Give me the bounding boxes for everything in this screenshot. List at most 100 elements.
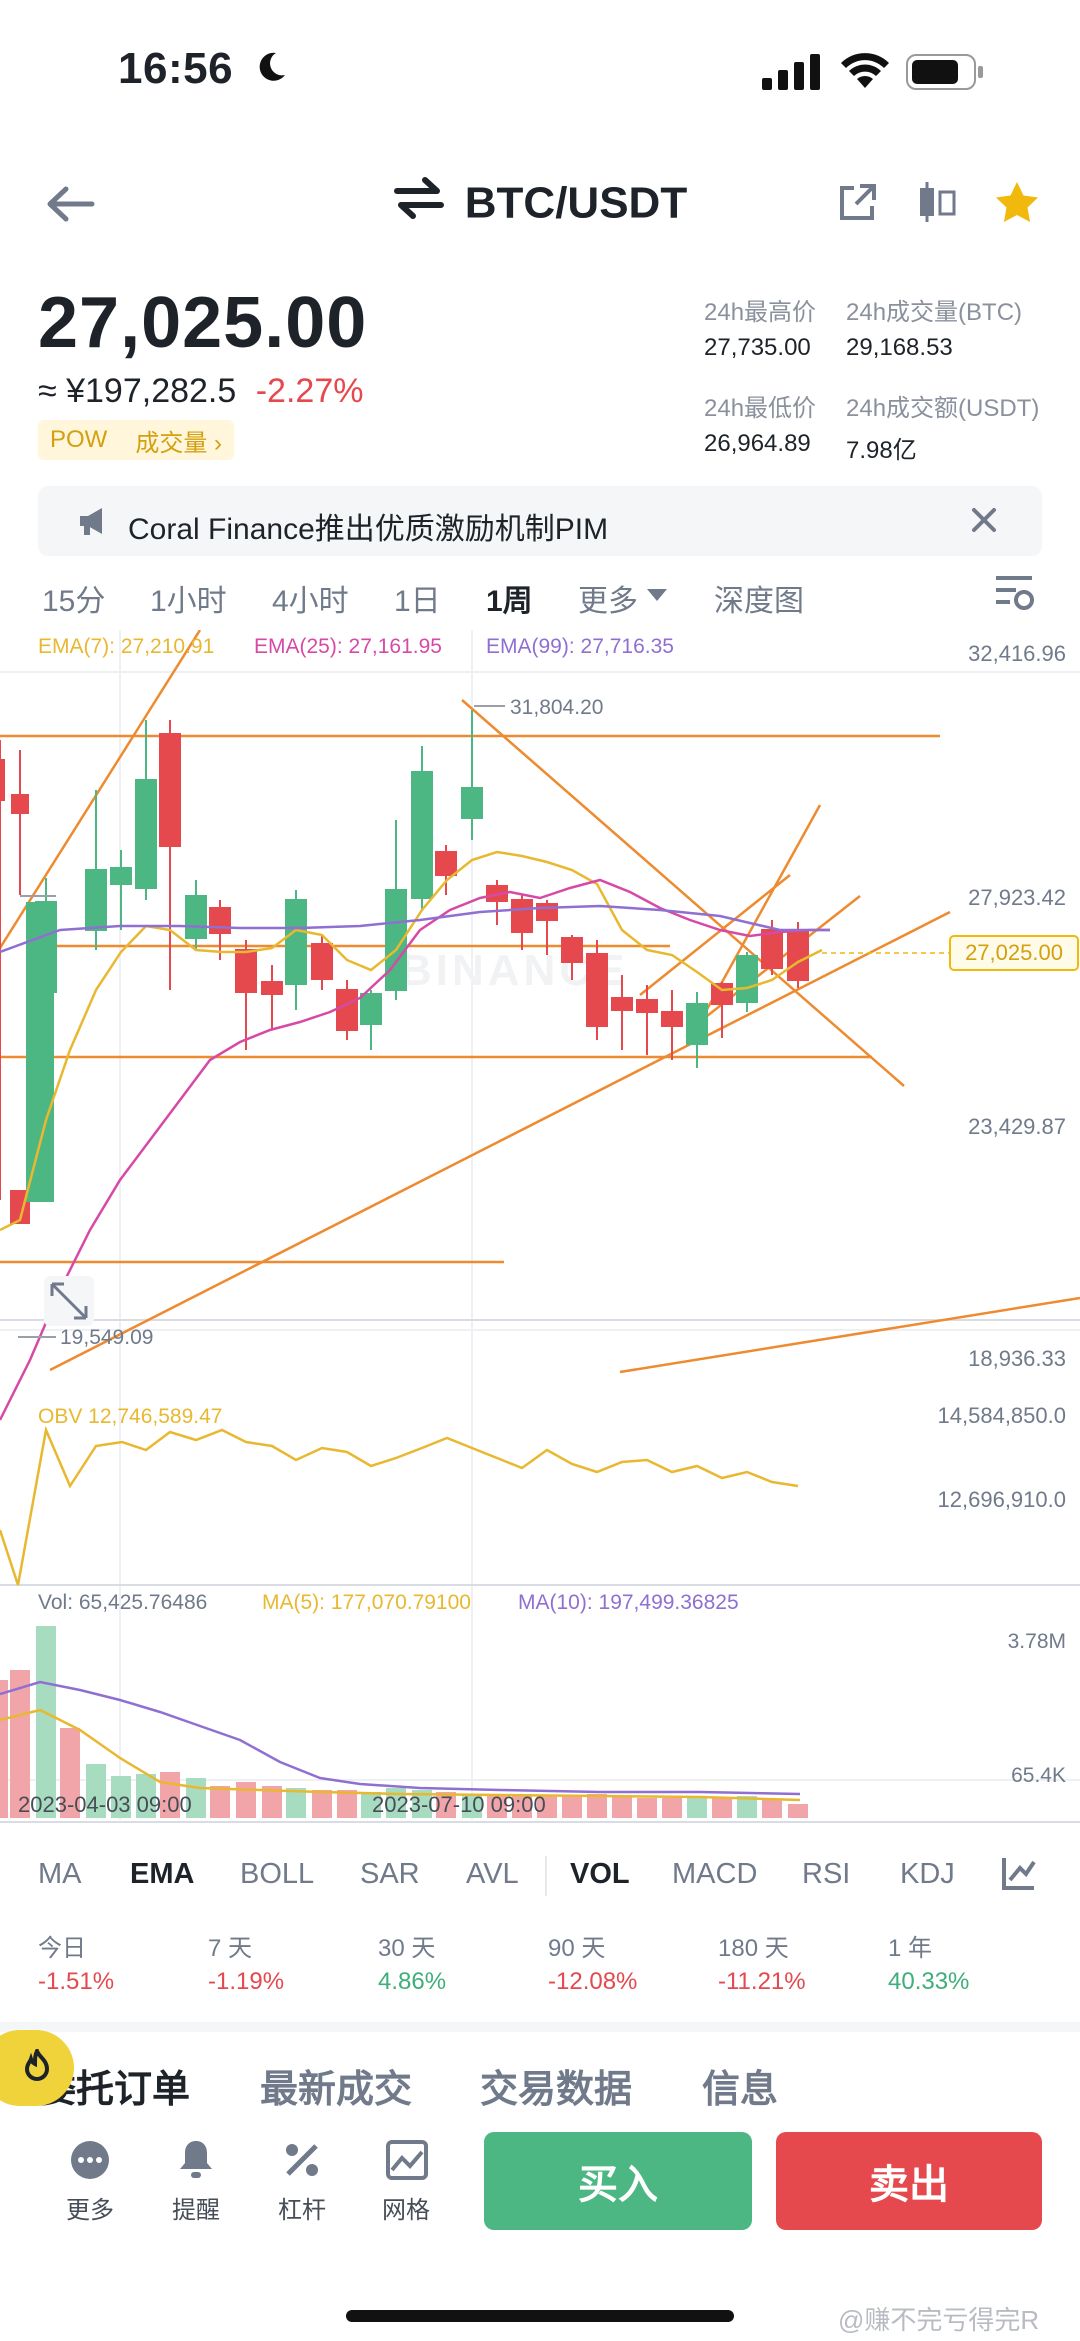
megaphone-icon	[78, 506, 112, 541]
axis-price-1: 32,416.96	[968, 641, 1066, 666]
high-marker: 31,804.20	[510, 696, 603, 719]
ind-kdj[interactable]: KDJ	[900, 1858, 955, 1890]
buy-button[interactable]: 买入	[484, 2132, 752, 2230]
perf-label-7d: 7 天	[208, 1935, 253, 1962]
ind-vol[interactable]: VOL	[570, 1858, 630, 1890]
ind-rsi[interactable]: RSI	[802, 1858, 851, 1890]
ind-macd[interactable]: MACD	[672, 1858, 758, 1890]
obv-line	[0, 1425, 799, 1586]
nav-more[interactable]: 更多	[66, 2197, 114, 2224]
bell-icon[interactable]	[176, 2138, 216, 2185]
obv-label: OBV 12,746,589.47	[38, 1405, 222, 1428]
current-price-tag: 27,025.00	[965, 940, 1063, 965]
more-dots-icon[interactable]	[70, 2140, 110, 2185]
obv-axis-mid: 12,696,910.0	[938, 1487, 1066, 1512]
share-icon[interactable]	[836, 182, 878, 229]
tag-badge[interactable]: POW 成交量 ›	[38, 420, 234, 460]
date-label-2: 2023-07-10 09:00	[372, 1792, 546, 1817]
price-chart[interactable]: BINANCE	[0, 630, 1080, 1830]
obv-axis-top: 14,584,850.0	[938, 1403, 1066, 1428]
tab-1d[interactable]: 1日	[394, 585, 441, 618]
announcement-bar[interactable]	[38, 486, 1042, 556]
vol-usdt-label: 24h成交额(USDT)	[846, 395, 1040, 422]
vol-axis-top: 3.78M	[1008, 1630, 1066, 1653]
price-cny-value: ≈ ¥197,282.5	[38, 372, 237, 410]
moon-icon	[254, 50, 288, 89]
ind-ema[interactable]: EMA	[130, 1858, 195, 1890]
ema25-label: EMA(25): 27,161.95	[254, 635, 442, 658]
vol-ma5-label: MA(5): 177,070.79100	[262, 1591, 471, 1614]
tab-more[interactable]: 更多	[578, 585, 638, 618]
nav-grid[interactable]: 网格	[382, 2197, 430, 2224]
perf-label-90d: 90 天	[548, 1935, 606, 1962]
date-label-1: 2023-04-03 09:00	[18, 1792, 192, 1817]
floating-bubble[interactable]	[0, 2030, 74, 2106]
perf-label-30d: 30 天	[378, 1935, 436, 1962]
perf-value-1y: 40.33%	[888, 1968, 970, 1995]
nav-leverage[interactable]: 杠杆	[278, 2197, 326, 2224]
perf-value-30d: 4.86%	[378, 1968, 447, 1995]
vol-label: Vol: 65,425.76486	[38, 1591, 207, 1614]
vol-axis-bottom: 65.4K	[1011, 1764, 1066, 1787]
tag-volume-link: 成交量 ›	[135, 429, 222, 457]
flame-icon	[22, 2045, 52, 2088]
nav-alert[interactable]: 提醒	[172, 2197, 220, 2224]
high-label: 24h最高价	[704, 299, 817, 326]
vol-ma5-line	[0, 1708, 801, 1802]
tab-recent-trades[interactable]: 最新成交	[260, 2069, 413, 2111]
tab-1w[interactable]: 1周	[486, 585, 533, 618]
announcement-text: Coral Finance推出优质激励机制PIM	[128, 513, 609, 546]
expand-icon[interactable]	[44, 1276, 94, 1326]
perf-value-today: -1.51%	[38, 1968, 115, 1995]
perf-value-7d: -1.19%	[208, 1968, 285, 1995]
close-icon[interactable]	[970, 506, 998, 539]
low-value: 26,964.89	[704, 430, 811, 457]
axis-price-3: 23,429.87	[968, 1114, 1066, 1139]
last-price: 27,025.00	[38, 283, 368, 363]
candle-mode-icon[interactable]	[916, 180, 958, 229]
ema99-line	[0, 904, 830, 954]
pair-title[interactable]: BTC/USDT	[0, 176, 1080, 230]
ind-boll[interactable]: BOLL	[240, 1858, 315, 1890]
back-arrow-icon[interactable]	[44, 184, 96, 229]
high-value: 27,735.00	[704, 334, 811, 361]
tab-info[interactable]: 信息	[702, 2069, 779, 2111]
grid-icon[interactable]	[386, 2140, 428, 2185]
axis-price-2: 27,923.42	[968, 885, 1066, 910]
divider	[545, 1856, 547, 1896]
section-divider	[0, 2022, 1080, 2032]
tab-15m[interactable]: 15分	[42, 585, 106, 618]
price-cny: ≈ ¥197,282.5 -2.27%	[38, 372, 363, 411]
ema25-line	[0, 878, 830, 1421]
volume-bars	[0, 1626, 808, 1818]
candles	[0, 710, 809, 1224]
perf-label-180d: 180 天	[718, 1935, 789, 1962]
low-label: 24h最低价	[704, 395, 817, 422]
perf-label-1y: 1 年	[888, 1935, 933, 1962]
tag-pow: POW	[50, 426, 108, 453]
favorite-star-icon[interactable]	[994, 180, 1040, 229]
user-watermark: @赚不完亏得完R	[838, 2305, 1040, 2335]
low-marker: 19,549.09	[60, 1326, 153, 1349]
ind-avl[interactable]: AVL	[466, 1858, 519, 1890]
ind-ma[interactable]: MA	[38, 1858, 82, 1890]
perf-value-90d: -12.08%	[548, 1968, 638, 1995]
tab-trading-data[interactable]: 交易数据	[480, 2069, 633, 2111]
leverage-icon[interactable]	[282, 2140, 322, 2185]
ema7-line	[0, 850, 823, 1232]
wifi-icon	[840, 52, 890, 95]
sell-button[interactable]: 卖出	[776, 2132, 1042, 2230]
vol-ma10-label: MA(10): 197,499.36825	[518, 1591, 739, 1614]
indicator-settings-icon[interactable]	[1000, 1854, 1038, 1897]
tab-1h[interactable]: 1小时	[150, 585, 227, 618]
chart-settings-icon[interactable]	[994, 572, 1036, 619]
tab-4h[interactable]: 4小时	[272, 585, 349, 618]
ind-sar[interactable]: SAR	[360, 1858, 420, 1890]
swap-icon	[393, 176, 445, 230]
vol-btc-value: 29,168.53	[846, 334, 953, 361]
tab-depth[interactable]: 深度图	[714, 585, 804, 618]
status-time: 16:56	[118, 44, 234, 93]
ema99-label: EMA(99): 27,716.35	[486, 635, 674, 658]
battery-icon	[906, 54, 986, 95]
price-change: -2.27%	[255, 372, 364, 410]
